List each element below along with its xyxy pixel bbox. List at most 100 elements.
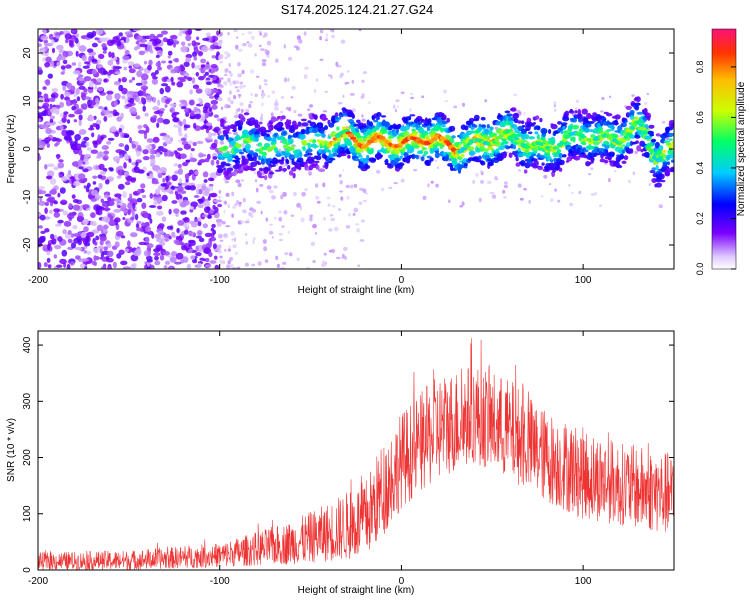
- heatmap-cell: [287, 165, 291, 170]
- heatmap-cell: [88, 127, 95, 131]
- heatmap-cell: [171, 81, 176, 86]
- heatmap-cell: [240, 220, 245, 224]
- heatmap-cell: [319, 58, 324, 61]
- heatmap-cell: [400, 91, 405, 95]
- heatmap-cell: [235, 143, 242, 149]
- heatmap-cell: [480, 161, 486, 166]
- heatmap-cell: [250, 215, 254, 219]
- heatmap-cell: [242, 197, 246, 203]
- heatmap-cell: [60, 65, 66, 70]
- heatmap-cell: [223, 209, 226, 214]
- heatmap-cell: [73, 233, 81, 237]
- heatmap-cell: [572, 136, 576, 143]
- heatmap-cell: [137, 188, 142, 194]
- heatmap-cell: [60, 93, 64, 100]
- heatmap-cell: [388, 186, 393, 190]
- heatmap-cell: [105, 216, 111, 223]
- heatmap-cell: [659, 173, 665, 180]
- heatmap-cell: [89, 100, 97, 106]
- heatmap-cell: [220, 259, 224, 264]
- heatmap-cell: [192, 84, 200, 90]
- heatmap-cell: [308, 139, 313, 143]
- heatmap-cell: [56, 44, 64, 51]
- heatmap-cell: [200, 58, 207, 64]
- heatmap-cell: [191, 62, 195, 69]
- heatmap-cell: [298, 151, 303, 158]
- heatmap-cell: [234, 86, 239, 89]
- heatmap-cell: [250, 35, 255, 40]
- heatmap-cell: [318, 122, 323, 126]
- heatmap-cell: [185, 159, 191, 163]
- heatmap-cell: [393, 104, 396, 109]
- heatmap-cell: [229, 263, 234, 269]
- heatmap-cell: [94, 37, 99, 41]
- heatmap-cell: [275, 255, 279, 261]
- heatmap-cell: [324, 90, 329, 93]
- heatmap-cell: [316, 78, 318, 82]
- heatmap-cell: [535, 115, 540, 120]
- heatmap-cell: [106, 200, 115, 207]
- heatmap-cell: [228, 256, 234, 262]
- heatmap-cell: [142, 87, 146, 95]
- heatmap-cell: [114, 66, 122, 70]
- heatmap-cell: [269, 223, 273, 226]
- heatmap-cell: [210, 88, 219, 94]
- heatmap-cell: [177, 126, 182, 134]
- heatmap-cell: [651, 138, 657, 143]
- heatmap-cell: [157, 172, 163, 179]
- heatmap-cell: [623, 135, 628, 139]
- heatmap-cell: [100, 198, 105, 203]
- heatmap-cell: [283, 77, 288, 83]
- heatmap-cell: [149, 33, 156, 41]
- heatmap-cell: [131, 111, 138, 115]
- heatmap-cell: [133, 250, 141, 257]
- heatmap-cell: [295, 46, 300, 51]
- heatmap-cell: [99, 235, 107, 242]
- heatmap-cell: [189, 116, 196, 120]
- heatmap-cell: [288, 119, 292, 126]
- heatmap-cell: [189, 157, 196, 162]
- heatmap-cell: [559, 159, 565, 166]
- heatmap-cell: [194, 64, 202, 70]
- heatmap-cell: [266, 185, 272, 190]
- heatmap-cell: [489, 126, 494, 131]
- heatmap-cell: [264, 130, 271, 133]
- heatmap-cell: [138, 129, 145, 134]
- heatmap-cell: [225, 163, 231, 167]
- heatmap-cell: [178, 178, 182, 184]
- heatmap-cell: [427, 183, 430, 188]
- heatmap-cell: [314, 133, 322, 137]
- heatmap-cell: [224, 249, 227, 252]
- heatmap-cell: [203, 200, 211, 207]
- heatmap-cell: [85, 141, 90, 147]
- heatmap-cell: [270, 124, 274, 131]
- heatmap-cell: [364, 192, 369, 195]
- heatmap-cell: [661, 149, 667, 154]
- heatmap-cell: [233, 29, 238, 33]
- heatmap-cell: [357, 149, 364, 152]
- heatmap-cell: [296, 35, 301, 41]
- heatmap-cell: [217, 86, 223, 89]
- heatmap-cell: [220, 161, 227, 166]
- heatmap-cell: [161, 30, 168, 35]
- heatmap-cell: [65, 39, 69, 44]
- heatmap-cell: [171, 200, 178, 204]
- heatmap-cell: [214, 264, 220, 269]
- heatmap-cell: [434, 159, 437, 162]
- heatmap-cell: [164, 104, 168, 108]
- heatmap-cell: [130, 208, 134, 214]
- heatmap-cell: [630, 148, 634, 154]
- heatmap-cell: [184, 173, 190, 180]
- heatmap-cell: [291, 144, 295, 148]
- heatmap-cell: [96, 64, 102, 69]
- heatmap-cell: [176, 185, 184, 192]
- heatmap-cell: [307, 144, 311, 149]
- heatmap-cell: [218, 195, 222, 199]
- heatmap-cell: [218, 190, 222, 194]
- heatmap-cell: [195, 245, 199, 252]
- heatmap-cell: [117, 165, 123, 171]
- heatmap-cell: [231, 155, 235, 159]
- heatmap-cell: [112, 261, 117, 269]
- heatmap-cell: [114, 241, 120, 248]
- heatmap-cell: [38, 112, 46, 116]
